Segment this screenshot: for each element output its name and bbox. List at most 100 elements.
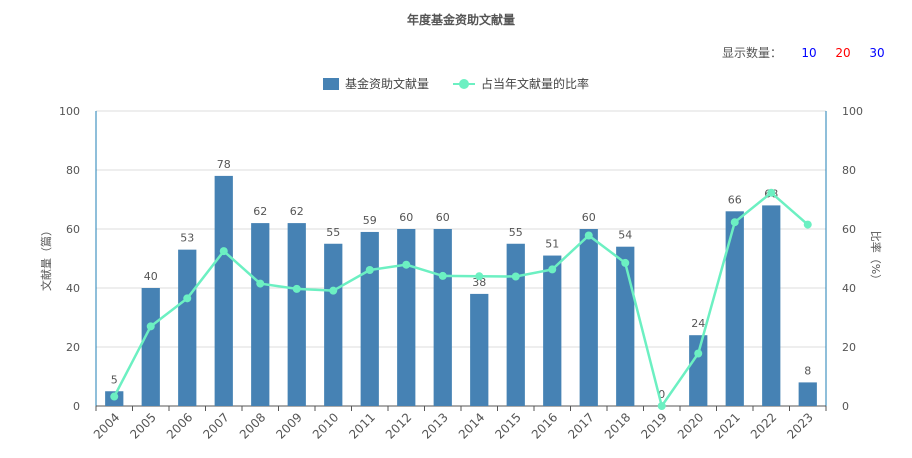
y2-tick-label: 60 — [842, 223, 856, 236]
bar-data-label: 38 — [472, 276, 486, 289]
x-tick-label: 2015 — [492, 410, 523, 441]
count-option-20[interactable]: 20 — [835, 45, 851, 60]
bar — [506, 243, 525, 406]
x-tick-label: 2010 — [310, 410, 341, 441]
legend-item-bar[interactable]: 基金资助文献量 — [322, 75, 429, 92]
bar-data-label: 60 — [582, 211, 596, 224]
bar-data-label: 53 — [180, 232, 194, 245]
x-tick-label: 2016 — [529, 410, 560, 441]
count-option-10[interactable]: 10 — [801, 45, 817, 60]
line-point — [256, 279, 265, 288]
x-tick-label: 2004 — [91, 410, 122, 441]
bar-data-label: 0 — [658, 388, 665, 401]
axes — [95, 111, 827, 411]
y-tick-label: 100 — [59, 105, 80, 118]
line-point — [329, 286, 338, 295]
line-point — [402, 260, 411, 269]
line-point — [438, 271, 447, 280]
x-axis-ticks: 2004 2005 2006 2007 2008 2009 2010 2011 2012 2013… — [91, 410, 816, 441]
y2-tick-label: 0 — [842, 400, 849, 413]
bar-data-label: 60 — [399, 211, 413, 224]
x-tick-label: 2009 — [273, 410, 304, 441]
bar — [616, 246, 635, 406]
x-tick-label: 2023 — [784, 410, 815, 441]
x-tick-label: 2022 — [748, 410, 779, 441]
bar — [762, 205, 781, 406]
bar-data-label: 62 — [253, 205, 267, 218]
x-tick-label: 2017 — [565, 410, 596, 441]
grid-lines — [96, 110, 826, 348]
display-count-switch: 显示数量： 10 20 30 — [722, 44, 894, 61]
line-point — [621, 258, 630, 267]
line-point — [365, 266, 374, 275]
line-series — [110, 188, 812, 410]
line-path — [113, 191, 809, 409]
bar-data-label: 51 — [545, 238, 559, 251]
line-point — [548, 265, 557, 274]
bar-data-label: 54 — [618, 229, 632, 242]
line-point — [511, 272, 520, 281]
display-count-label: 显示数量： — [721, 46, 782, 60]
x-tick-label: 2006 — [164, 410, 195, 441]
legend-line-label: 占当年文献量的比率 — [481, 77, 590, 91]
bar-data-labels: 5405378626255596060385551605402466688 — [111, 158, 812, 401]
bar — [360, 231, 379, 406]
bar-series — [105, 175, 817, 406]
bar — [178, 249, 197, 406]
bar-data-label: 62 — [290, 205, 304, 218]
bar-data-label: 8 — [804, 364, 811, 377]
y-tick-label: 60 — [66, 223, 80, 236]
bar — [141, 288, 160, 406]
bar-swatch-icon — [322, 77, 339, 90]
y2-axis-ticks: 0 20 40 60 80 100 — [842, 105, 863, 413]
bar-data-label: 5 — [111, 373, 118, 386]
legend-bar-label: 基金资助文献量 — [344, 77, 429, 91]
count-option-30[interactable]: 30 — [869, 45, 885, 60]
bar-data-label: 55 — [326, 226, 340, 239]
line-point — [146, 322, 155, 331]
bar-data-label: 78 — [217, 158, 231, 171]
x-tick-label: 2018 — [602, 410, 633, 441]
y-tick-label: 80 — [66, 164, 80, 177]
chart-title: 年度基金资助文献量 — [407, 12, 515, 27]
y-tick-label: 40 — [66, 282, 80, 295]
bar — [397, 229, 416, 406]
line-point — [694, 349, 703, 358]
line-point — [183, 294, 192, 303]
line-point — [803, 220, 812, 229]
legend: 基金资助文献量 占当年文献量的比率 — [0, 75, 912, 92]
bar-data-label: 60 — [436, 211, 450, 224]
line-point — [110, 392, 119, 401]
bar-data-label: 24 — [691, 317, 705, 330]
y2-tick-label: 20 — [842, 341, 856, 354]
y-tick-label: 20 — [66, 341, 80, 354]
bar — [579, 229, 598, 406]
bar-data-label: 55 — [509, 226, 523, 239]
line-swatch-icon — [453, 78, 475, 90]
bar — [287, 223, 306, 406]
y2-axis-label: 比率（%） — [869, 231, 883, 285]
bar — [798, 382, 817, 406]
y-tick-label: 0 — [73, 400, 80, 413]
x-tick-label: 2005 — [127, 410, 158, 441]
bar — [251, 223, 270, 406]
bar-data-label: 40 — [144, 270, 158, 283]
y-axis-label: 文献量（篇） — [39, 225, 53, 291]
x-tick-label: 2021 — [711, 410, 742, 441]
line-point — [475, 272, 484, 281]
y2-tick-label: 100 — [842, 105, 863, 118]
y-axis-ticks: 0 20 40 60 80 100 — [59, 105, 80, 413]
bar-data-label: 59 — [363, 214, 377, 227]
bar — [470, 293, 489, 406]
line-point — [584, 231, 593, 240]
bar — [689, 335, 708, 406]
x-tick-label: 2008 — [237, 410, 268, 441]
legend-item-line[interactable]: 占当年文献量的比率 — [453, 75, 589, 92]
line-point — [657, 402, 666, 410]
line-point — [292, 284, 301, 293]
x-tick-label: 2007 — [200, 410, 231, 441]
x-tick-label: 2011 — [346, 410, 377, 441]
bar — [543, 255, 562, 406]
x-tick-label: 2012 — [383, 410, 414, 441]
